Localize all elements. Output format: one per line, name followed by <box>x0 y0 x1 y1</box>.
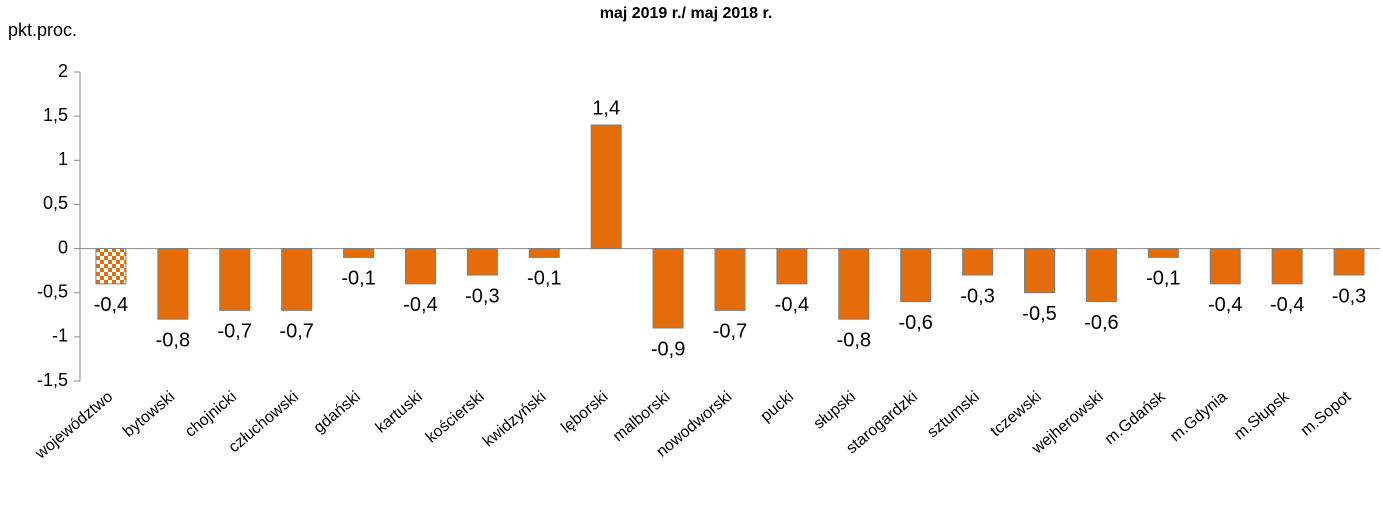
data-label: -0,7 <box>713 321 747 343</box>
x-tick-label: bytowski <box>120 388 178 440</box>
x-tick-label: kościerski <box>423 388 488 446</box>
data-label: -0,1 <box>527 268 561 290</box>
bar <box>343 248 375 258</box>
bar <box>219 248 251 311</box>
x-tick-label: m.Słupsk <box>1231 388 1293 444</box>
y-tick-label: 1,5 <box>43 105 68 125</box>
bar <box>776 248 808 285</box>
y-tick-label: -1 <box>52 326 68 346</box>
bar <box>1024 248 1056 294</box>
data-label: -0,8 <box>156 329 190 351</box>
y-tick-label: -1,5 <box>37 370 68 390</box>
data-label: -0,7 <box>279 321 313 343</box>
x-tick-label: tczewski <box>988 388 1045 440</box>
x-tick-label: lęborski <box>558 388 611 436</box>
data-label: -0,4 <box>1208 294 1242 316</box>
bar <box>1271 248 1303 285</box>
x-tick-label: kartuski <box>373 388 426 436</box>
y-tick-label: 0 <box>58 237 68 257</box>
x-tick-label: słupski <box>811 388 859 432</box>
data-label: -0,4 <box>775 294 809 316</box>
x-tick-label: m.Gdańsk <box>1102 388 1170 449</box>
bar <box>714 248 746 311</box>
y-tick-label: 0,5 <box>43 193 68 213</box>
chart-title: maj 2019 r./ maj 2018 r. <box>600 5 773 22</box>
x-tick-label: sztumski <box>924 388 983 441</box>
data-label: -0,4 <box>1270 294 1304 316</box>
data-label: -0,3 <box>960 285 994 307</box>
data-label: -0,5 <box>1022 303 1056 325</box>
bar <box>1147 248 1179 258</box>
x-tick-label: kwidzyński <box>480 388 550 450</box>
bar <box>838 248 870 320</box>
data-label: -0,3 <box>1332 285 1366 307</box>
x-tick-label: województwo <box>32 388 117 463</box>
bar <box>1085 248 1117 303</box>
bar <box>1209 248 1241 285</box>
x-tick-label: m.Sopot <box>1298 388 1355 440</box>
data-label: -0,4 <box>403 294 437 316</box>
y-tick-label: 1 <box>58 149 68 169</box>
data-label: -0,1 <box>341 268 375 290</box>
x-tick-label: m.Gdynia <box>1167 388 1230 445</box>
data-label: -0,8 <box>837 329 871 351</box>
data-label: 1,4 <box>592 97 620 119</box>
data-label: -0,9 <box>651 338 685 360</box>
bar <box>404 248 436 285</box>
bar <box>466 248 498 276</box>
bar <box>281 248 313 311</box>
data-label: -0,1 <box>1146 268 1180 290</box>
x-tick-label: malborski <box>610 388 673 445</box>
bar <box>962 248 994 276</box>
bar <box>157 248 189 320</box>
data-label: -0,3 <box>465 285 499 307</box>
x-tick-label: gdański <box>311 388 364 436</box>
data-label: -0,4 <box>94 294 128 316</box>
data-label: -0,6 <box>898 312 932 334</box>
x-tick-label: pucki <box>758 388 798 425</box>
y-axis-label: pkt.proc. <box>8 20 77 40</box>
y-tick-label: 2 <box>58 61 68 81</box>
data-label: -0,6 <box>1084 312 1118 334</box>
bar <box>652 248 684 329</box>
x-tick-label: chojnicki <box>182 388 240 440</box>
bar <box>95 248 127 285</box>
y-tick-label: -0,5 <box>37 281 68 301</box>
bar <box>590 124 622 250</box>
bar <box>528 248 560 258</box>
bar <box>900 248 932 303</box>
bar <box>1333 248 1365 276</box>
data-label: -0,7 <box>218 321 252 343</box>
